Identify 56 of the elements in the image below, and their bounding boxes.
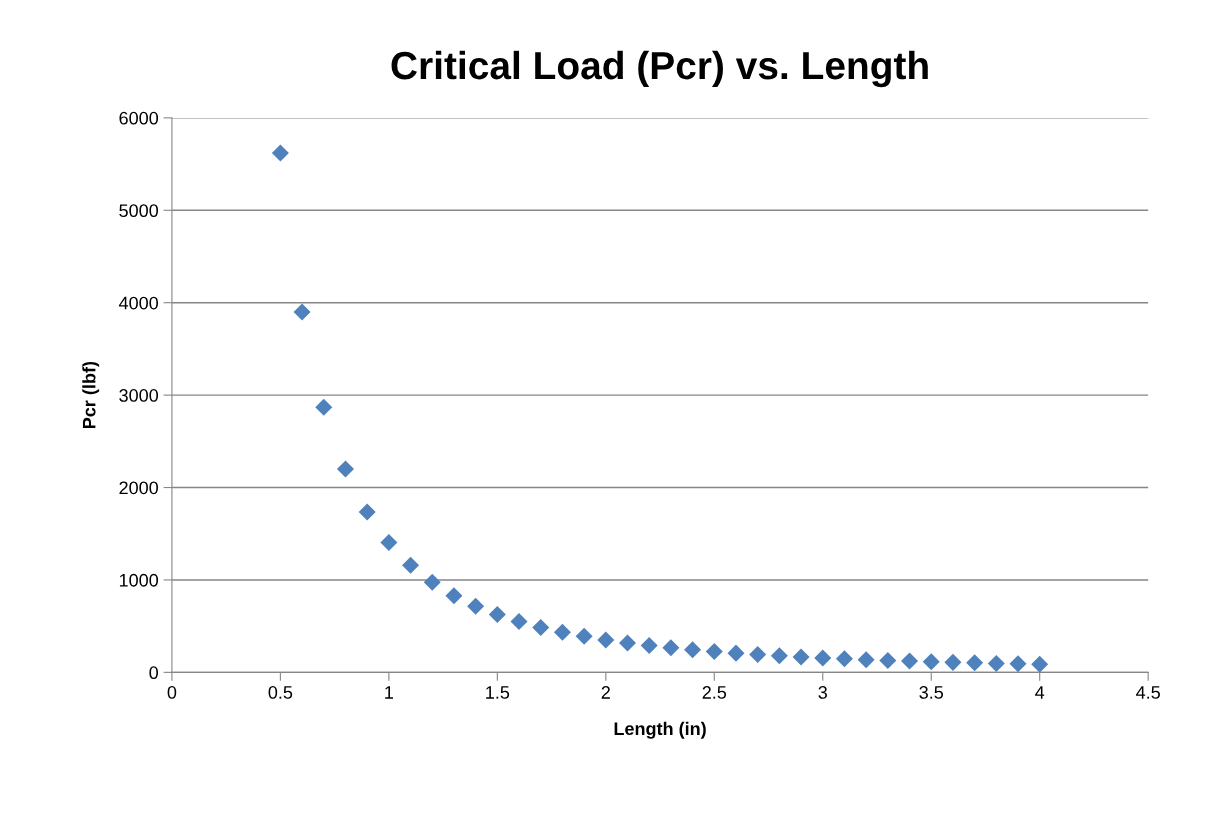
point: [662, 639, 680, 657]
point: [271, 144, 289, 162]
y-axis-title: Pcr (lbf): [82, 361, 100, 429]
point: [966, 654, 984, 672]
point: [510, 613, 528, 631]
point: [879, 651, 897, 669]
point: [749, 646, 767, 664]
point: [467, 597, 485, 615]
point: [944, 653, 962, 671]
point: [705, 643, 723, 661]
x-tick-label: 0: [167, 686, 177, 699]
point: [727, 644, 745, 662]
point: [922, 653, 940, 671]
point: [684, 641, 702, 659]
point: [1031, 655, 1049, 673]
point: [835, 650, 853, 668]
point: [814, 649, 832, 667]
point: [315, 398, 333, 416]
point: [575, 627, 593, 645]
y-tick-label: 5000: [119, 204, 159, 218]
y-tick-label: 6000: [119, 111, 159, 125]
y-tick-label: 2000: [119, 481, 159, 495]
point: [792, 648, 810, 666]
point: [445, 587, 463, 605]
point: [423, 573, 441, 591]
y-tick-label: 3000: [119, 389, 159, 402]
x-tick-label: 2: [601, 686, 610, 699]
chart-title: Critical Load (Pcr) vs. Length: [391, 50, 928, 88]
x-tick-label: 3.5: [919, 686, 944, 699]
point: [402, 556, 420, 574]
point: [380, 534, 398, 552]
x-tick-label: 1.5: [486, 686, 510, 699]
x-tick-label: 4.5: [1136, 686, 1160, 699]
point: [553, 623, 571, 641]
x-tick-label: 4: [1035, 686, 1045, 699]
point: [1009, 655, 1027, 673]
x-tick-label: 2.5: [702, 686, 727, 699]
x-tick-label: 0.5: [268, 686, 293, 699]
y-tick-label: 0: [149, 666, 159, 680]
point: [640, 637, 658, 655]
point: [293, 303, 311, 321]
point: [532, 619, 550, 637]
point: [336, 460, 354, 478]
x-axis-title: Length (in): [614, 721, 706, 739]
point: [619, 634, 637, 652]
y-tick-label: 1000: [119, 573, 159, 587]
point: [987, 654, 1005, 672]
point: [770, 647, 788, 665]
x-tick-label: 3: [818, 686, 827, 699]
point: [901, 652, 919, 670]
point: [857, 651, 875, 669]
y-tick-label: 4000: [118, 296, 159, 310]
point: [358, 503, 376, 521]
x-tick-label: 1: [385, 686, 394, 699]
point: [488, 606, 506, 624]
point: [597, 631, 615, 649]
